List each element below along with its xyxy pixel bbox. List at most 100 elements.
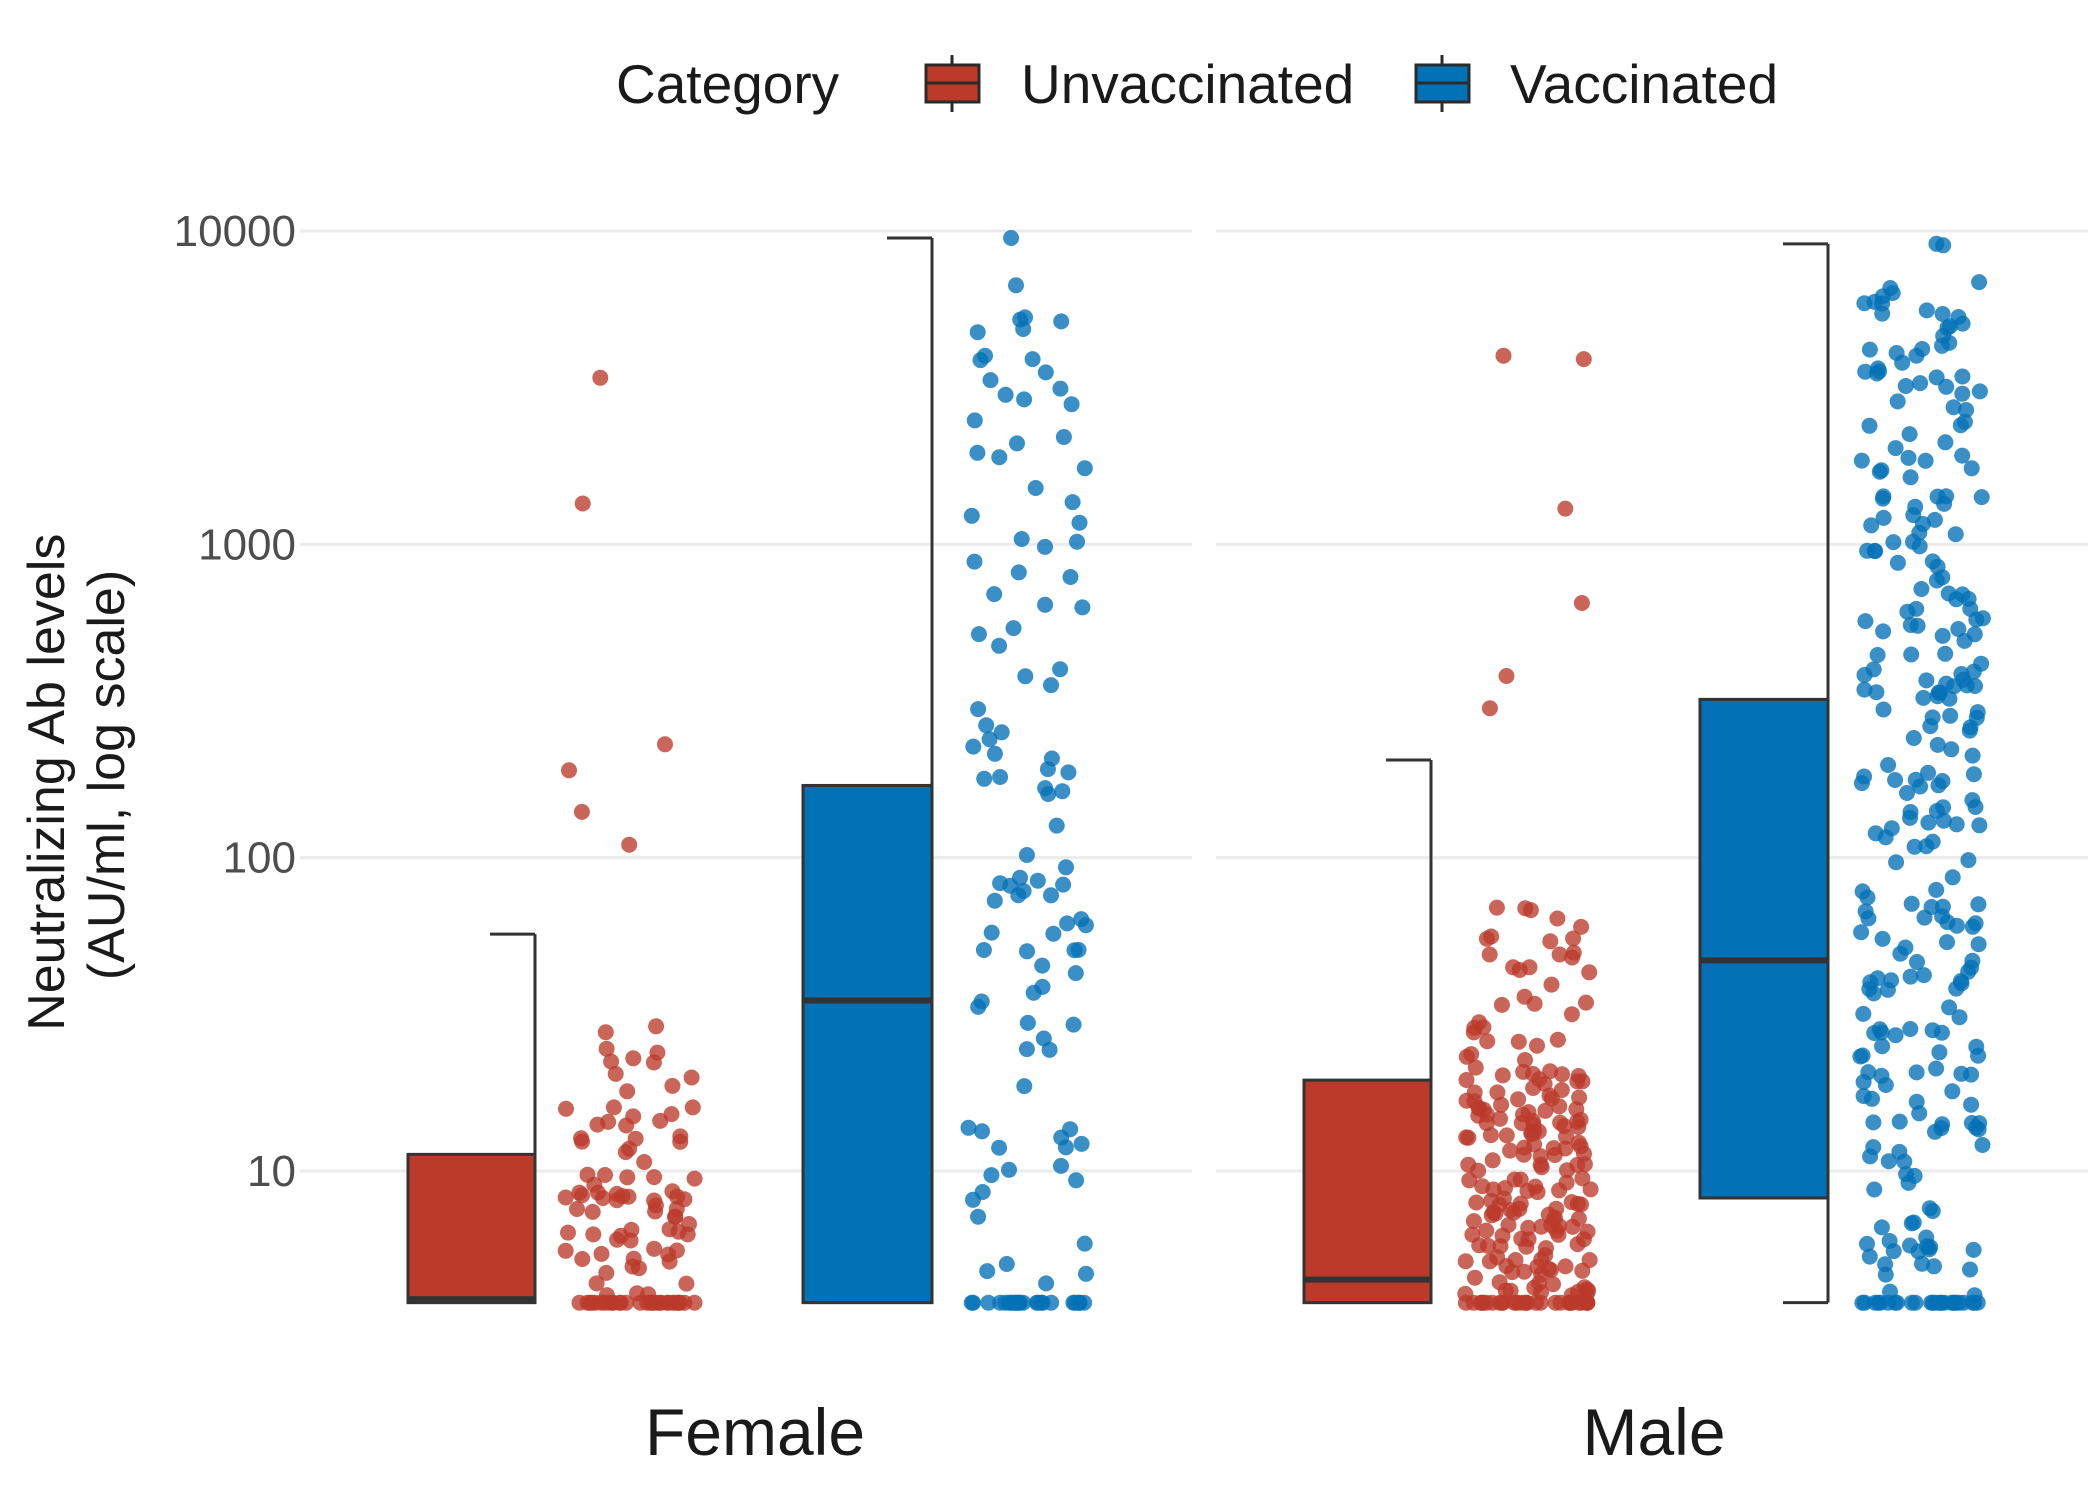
data-point [960, 1119, 977, 1136]
data-point [1494, 1227, 1511, 1244]
data-point [1016, 1078, 1033, 1095]
data-point [1467, 1059, 1484, 1076]
data-point [1960, 852, 1977, 869]
data-point [1943, 741, 1960, 758]
data-point [1948, 917, 1965, 934]
data-point [1549, 910, 1566, 927]
data-point [573, 1130, 590, 1147]
data-point [1019, 943, 1035, 960]
data-point [986, 586, 1003, 603]
data-point [1928, 803, 1945, 819]
y-axis-title: Neutralizing Ab levels (AU/ml, log scale… [18, 519, 136, 1031]
data-point [1869, 970, 1886, 987]
data-point [1545, 1276, 1561, 1293]
data-point [1928, 881, 1945, 898]
data-point [1492, 1110, 1508, 1127]
data-point [1868, 684, 1885, 701]
data-point [979, 1263, 996, 1280]
data-point [686, 1170, 703, 1187]
data-point [1574, 1262, 1591, 1279]
data-point [1578, 994, 1594, 1011]
data-point [1581, 964, 1598, 981]
data-point [1067, 965, 1084, 982]
data-point [1889, 393, 1906, 410]
data-point [1482, 1127, 1499, 1144]
data-point [997, 386, 1014, 403]
data-point [1037, 364, 1054, 381]
y-tick-label: 100 [223, 834, 296, 883]
y-tick-label: 1000 [198, 520, 296, 569]
box-female-vaccinated [801, 783, 934, 1305]
data-point [1019, 1014, 1036, 1031]
data-point [1973, 489, 1990, 506]
data-point [1953, 666, 1970, 682]
y-axis-ticks: 10 100 1000 10000 [174, 207, 296, 1196]
data-point [1479, 1033, 1496, 1050]
data-point [1457, 1285, 1474, 1302]
data-point [1894, 354, 1911, 371]
data-point [1488, 899, 1505, 916]
data-point [1964, 792, 1981, 809]
data-point [1868, 365, 1885, 382]
data-point [1970, 896, 1987, 913]
data-point [1934, 306, 1951, 322]
data-point [965, 1191, 981, 1208]
data-point [1954, 368, 1971, 385]
data-point [1065, 1016, 1082, 1033]
data-point [1471, 1100, 1487, 1117]
data-point [1883, 972, 1900, 989]
data-point [1468, 1194, 1485, 1211]
data-point [588, 1275, 605, 1292]
data-point [1866, 542, 1883, 559]
data-point [584, 1203, 601, 1220]
data-point [661, 1221, 678, 1238]
data-point [664, 1077, 681, 1094]
data-point [976, 770, 993, 787]
data-point [574, 1251, 591, 1267]
data-point [1005, 1294, 1021, 1311]
data-point [1052, 380, 1069, 397]
data-point [558, 1100, 574, 1117]
data-point [1045, 925, 1062, 942]
data-point [1457, 1253, 1474, 1270]
data-point [1939, 934, 1955, 951]
data-point [1917, 452, 1934, 469]
data-point [1573, 595, 1590, 611]
data-point [1964, 918, 1981, 935]
data-point [1875, 623, 1892, 640]
facet-label-female: Female [645, 1395, 865, 1469]
data-point [1856, 681, 1873, 698]
data-point [1515, 1063, 1532, 1080]
data-point [975, 942, 992, 958]
data-point [1930, 777, 1947, 794]
data-point [1507, 1252, 1524, 1268]
data-point [1517, 900, 1534, 917]
data-point [1565, 944, 1582, 961]
data-point [646, 1192, 663, 1209]
data-point [621, 836, 638, 853]
data-point [1043, 750, 1060, 767]
data-point [1502, 1142, 1519, 1159]
data-point [1853, 452, 1870, 469]
data-point [1475, 1019, 1492, 1036]
data-point [1867, 825, 1884, 842]
data-point [1913, 581, 1930, 597]
data-point [557, 1189, 574, 1206]
data-point [1458, 1048, 1475, 1065]
data-point [1918, 302, 1935, 319]
data-point [1543, 1217, 1560, 1234]
data-point [1889, 554, 1906, 571]
data-point [1908, 1064, 1925, 1081]
legend-title: Category [616, 53, 840, 115]
data-point [1038, 1275, 1055, 1292]
data-point [1569, 1073, 1586, 1090]
data-point [603, 1053, 620, 1070]
data-point [1573, 918, 1590, 935]
data-point [1900, 449, 1917, 466]
box-male-unvaccinated [1302, 1078, 1433, 1305]
points-male-vaccinated [1852, 235, 1991, 1311]
data-point [1911, 538, 1928, 555]
data-point [1029, 872, 1046, 889]
data-point [1902, 1021, 1919, 1037]
data-point [998, 1256, 1015, 1272]
